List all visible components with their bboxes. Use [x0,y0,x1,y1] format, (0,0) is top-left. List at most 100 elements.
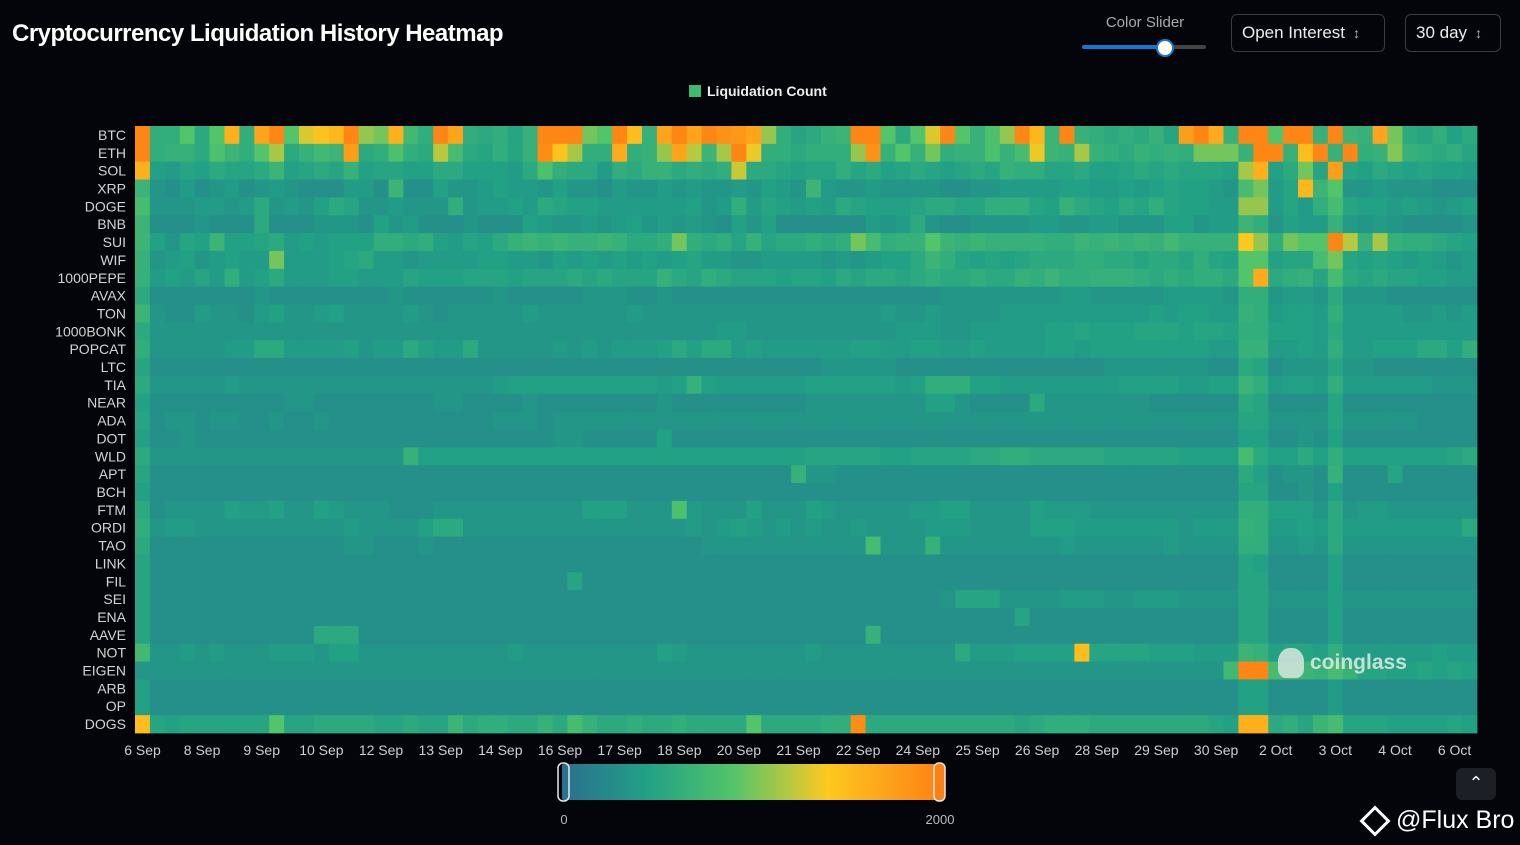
heatmap-cell-eigen-26[interactable] [522,661,538,680]
heatmap-cell-dot-48[interactable] [850,429,867,448]
heatmap-cell-popcat-57[interactable] [984,340,1001,359]
heatmap-cell-eth-32[interactable] [612,143,628,163]
heatmap-cell-1000pepe-12[interactable] [313,268,330,288]
heatmap-cell-bnb-54[interactable] [940,215,956,234]
heatmap-cell-1000pepe-9[interactable] [269,268,285,288]
heatmap-cell-link-4[interactable] [194,554,210,573]
heatmap-cell-bch-22[interactable] [463,483,479,502]
heatmap-cell-wld-24[interactable] [492,447,509,466]
heatmap-cell-tia-89[interactable] [1462,375,1478,395]
heatmap-cell-dogs-36[interactable] [671,715,688,734]
heatmap-cell-ftm-75[interactable] [1253,500,1269,520]
heatmap-cell-1000pepe-70[interactable] [1178,268,1195,288]
heatmap-cell-ordi-86[interactable] [1417,518,1433,538]
heatmap-cell-ena-11[interactable] [299,608,315,627]
heatmap-cell-ada-85[interactable] [1402,411,1418,430]
heatmap-cell-near-59[interactable] [1014,393,1031,413]
heatmap-cell-ftm-70[interactable] [1178,500,1195,520]
heatmap-cell-apt-88[interactable] [1447,465,1463,484]
heatmap-cell-tia-88[interactable] [1447,375,1463,395]
heatmap-cell-near-11[interactable] [299,393,315,413]
heatmap-cell-sei-67[interactable] [1134,590,1150,609]
heatmap-cell-aave-11[interactable] [299,625,315,645]
heatmap-cell-1000bonk-71[interactable] [1193,322,1209,341]
heatmap-cell-sei-13[interactable] [328,590,345,609]
heatmap-cell-avax-32[interactable] [612,286,628,305]
heatmap-cell-sui-1[interactable] [149,233,166,252]
heatmap-cell-ada-75[interactable] [1253,411,1269,430]
heatmap-cell-wif-74[interactable] [1238,250,1254,270]
heatmap-cell-tao-0[interactable] [135,536,151,555]
heatmap-cell-ada-68[interactable] [1148,411,1165,430]
heatmap-cell-link-26[interactable] [522,554,538,573]
heatmap-cell-1000bonk-24[interactable] [492,322,509,341]
heatmap-cell-op-64[interactable] [1089,697,1105,716]
heatmap-cell-op-8[interactable] [254,697,270,716]
heatmap-cell-bnb-38[interactable] [701,215,717,234]
heatmap-cell-op-15[interactable] [358,697,374,716]
heatmap-cell-fil-78[interactable] [1298,572,1314,591]
heatmap-cell-aave-4[interactable] [194,625,210,645]
heatmap-cell-popcat-40[interactable] [731,340,747,359]
heatmap-cell-wif-49[interactable] [865,250,881,270]
heatmap-cell-tao-61[interactable] [1044,536,1060,555]
heatmap-cell-aave-74[interactable] [1238,625,1254,645]
heatmap-cell-ordi-64[interactable] [1089,518,1105,538]
heatmap-cell-doge-62[interactable] [1059,197,1075,216]
heatmap-cell-aave-51[interactable] [895,625,911,645]
heatmap-cell-sui-70[interactable] [1178,233,1195,252]
heatmap-cell-apt-69[interactable] [1163,465,1180,484]
heatmap-cell-ftm-46[interactable] [820,500,837,520]
heatmap-cell-op-48[interactable] [850,697,867,716]
heatmap-cell-tao-39[interactable] [716,536,732,555]
heatmap-cell-arb-24[interactable] [492,679,509,698]
heatmap-cell-dogs-17[interactable] [388,715,404,734]
heatmap-cell-not-89[interactable] [1462,643,1478,662]
heatmap-cell-eigen-11[interactable] [299,661,315,680]
heatmap-cell-apt-79[interactable] [1312,465,1329,484]
heatmap-cell-arb-86[interactable] [1417,679,1433,698]
heatmap-cell-apt-36[interactable] [671,465,688,484]
heatmap-cell-sol-23[interactable] [477,161,494,180]
heatmap-cell-not-20[interactable] [433,643,449,662]
heatmap-cell-xrp-79[interactable] [1312,179,1329,198]
heatmap-cell-not-57[interactable] [984,643,1001,662]
heatmap-cell-tao-72[interactable] [1208,536,1224,555]
heatmap-cell-tao-10[interactable] [284,536,300,555]
heatmap-cell-ltc-16[interactable] [373,358,389,377]
heatmap-cell-ena-24[interactable] [492,608,509,627]
heatmap-cell-sui-55[interactable] [955,233,971,252]
heatmap-cell-sui-21[interactable] [448,233,464,252]
heatmap-cell-wif-26[interactable] [522,250,538,270]
heatmap-cell-eigen-53[interactable] [925,661,941,680]
heatmap-cell-fil-47[interactable] [835,572,852,591]
heatmap-cell-sol-15[interactable] [358,161,374,180]
heatmap-cell-xrp-53[interactable] [925,179,941,198]
heatmap-cell-op-81[interactable] [1342,697,1359,716]
heatmap-cell-1000bonk-6[interactable] [224,322,240,341]
heatmap-cell-doge-56[interactable] [970,197,986,216]
heatmap-cell-wld-23[interactable] [477,447,494,466]
heatmap-cell-eth-25[interactable] [507,143,524,163]
heatmap-cell-bnb-60[interactable] [1029,215,1045,234]
heatmap-cell-avax-66[interactable] [1119,286,1135,305]
heatmap-cell-popcat-58[interactable] [999,340,1016,359]
heatmap-cell-eigen-56[interactable] [970,661,986,680]
heatmap-cell-eigen-22[interactable] [463,661,479,680]
heatmap-cell-1000bonk-72[interactable] [1208,322,1224,341]
heatmap-cell-eth-77[interactable] [1283,143,1299,163]
heatmap-cell-ton-87[interactable] [1432,304,1448,323]
heatmap-cell-dogs-68[interactable] [1148,715,1165,734]
heatmap-cell-dogs-63[interactable] [1074,715,1090,734]
heatmap-cell-ada-30[interactable] [582,411,598,430]
heatmap-cell-wld-52[interactable] [910,447,926,466]
heatmap-cell-apt-66[interactable] [1119,465,1135,484]
heatmap-cell-ordi-55[interactable] [955,518,971,538]
heatmap-cell-near-69[interactable] [1163,393,1180,413]
heatmap-cell-dogs-39[interactable] [716,715,732,734]
heatmap-cell-sei-28[interactable] [552,590,568,609]
heatmap-cell-not-60[interactable] [1029,643,1045,662]
heatmap-cell-apt-49[interactable] [865,465,881,484]
heatmap-cell-ena-20[interactable] [433,608,449,627]
heatmap-cell-arb-10[interactable] [284,679,300,698]
